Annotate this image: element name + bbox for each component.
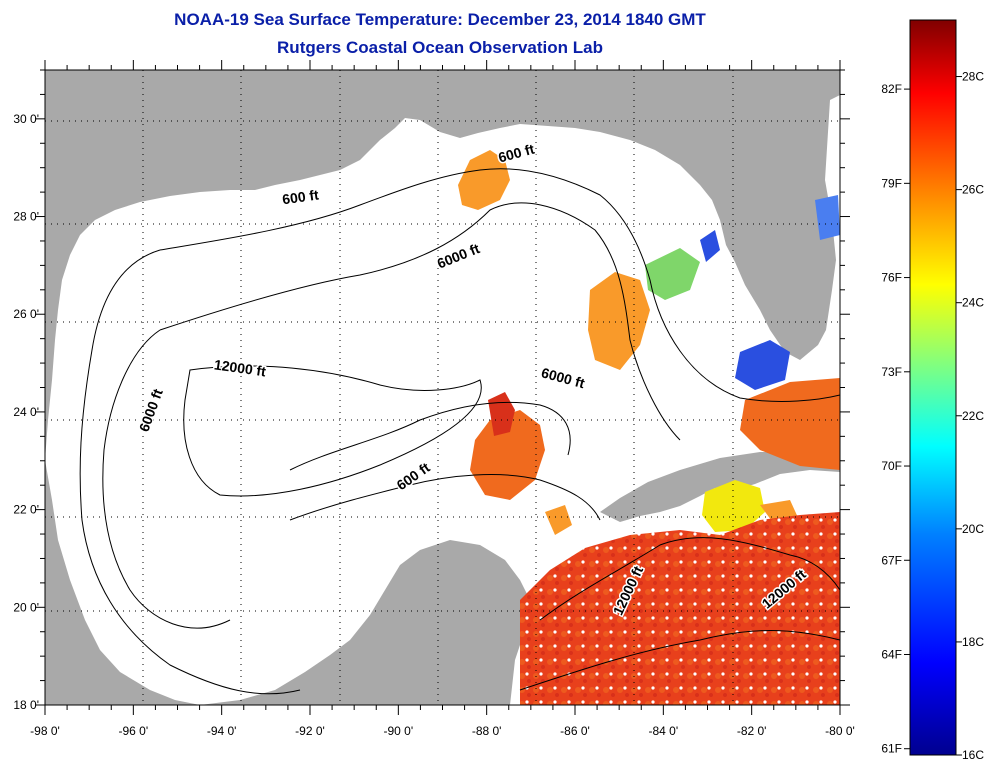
lon-tick-label: -84 0'	[649, 724, 679, 738]
colorbar-c-label: 20C	[962, 522, 984, 536]
colorbar-f-label: 70F	[881, 459, 902, 473]
lat-lon-grid	[45, 70, 840, 705]
lon-tick-label: -96 0'	[119, 724, 149, 738]
lon-tick-label: -94 0'	[207, 724, 237, 738]
contour-12000ft	[183, 365, 482, 497]
contour-600ft-west	[79, 249, 301, 695]
colorbar-f-label: 73F	[881, 365, 902, 379]
map-title: NOAA-19 Sea Surface Temperature: Decembe…	[174, 10, 706, 29]
land-us-gulf-coast	[45, 70, 840, 460]
axis-labels: -98 0' -96 0' -94 0' -92 0' -90 0' -88 0' -86 …	[13, 112, 854, 738]
contour-600ft-yucatan	[289, 474, 601, 521]
lat-tick-label: 20 0'	[13, 600, 39, 614]
colorbar-f-label: 61F	[881, 742, 902, 756]
contour-6000ft-north	[159, 202, 681, 441]
contour-12000ft-cayman	[519, 630, 840, 691]
lat-tick-label: 28 0'	[13, 210, 39, 224]
colorbar-c-label: 24C	[962, 296, 984, 310]
colorbar-c-label: 18C	[962, 635, 984, 649]
contour-label: 600 ft	[281, 186, 320, 207]
lat-tick-label: 24 0'	[13, 405, 39, 419]
depth-contours	[79, 168, 840, 695]
lon-tick-label: -80 0'	[825, 724, 855, 738]
contour-600ft-shelf	[159, 168, 840, 402]
land-yucatan	[200, 540, 530, 705]
lon-tick-label: -92 0'	[295, 724, 325, 738]
colorbar-c-label: 26C	[962, 183, 984, 197]
colorbar-f-label: 82F	[881, 82, 902, 96]
colorbar-f-label: 67F	[881, 553, 902, 567]
lon-tick-label: -98 0'	[30, 724, 60, 738]
contour-6000ft-south	[289, 401, 571, 471]
contour-6000ft-west	[102, 329, 231, 629]
colorbar-c-label: 16C	[962, 748, 984, 762]
lon-tick-label: -90 0'	[384, 724, 414, 738]
land-mexico-west	[45, 460, 200, 705]
colorbar-f-label: 76F	[881, 271, 902, 285]
lat-tick-label: 26 0'	[13, 307, 39, 321]
colorbar-labels: 28C 26C 24C 22C 20C 18C 16C 82F 79F 76F 73F 70F 67F 6…	[881, 70, 984, 762]
map-subtitle: Rutgers Coastal Ocean Observation Lab	[277, 38, 603, 57]
axis-ticks	[35, 60, 850, 715]
colorbar-c-label: 28C	[962, 70, 984, 84]
colorbar-f-label: 64F	[881, 647, 902, 661]
colorbar-f-label: 79F	[881, 176, 902, 190]
lat-tick-label: 22 0'	[13, 503, 39, 517]
colorbar-c-label: 22C	[962, 409, 984, 423]
lon-tick-label: -88 0'	[472, 724, 502, 738]
lon-tick-label: -82 0'	[737, 724, 767, 738]
lat-tick-label: 30 0'	[13, 112, 39, 126]
lon-tick-label: -86 0'	[560, 724, 590, 738]
colorbar	[909, 19, 957, 756]
contour-12000ft-caribbean	[539, 537, 840, 621]
lat-tick-label: 18 0'	[13, 698, 39, 712]
